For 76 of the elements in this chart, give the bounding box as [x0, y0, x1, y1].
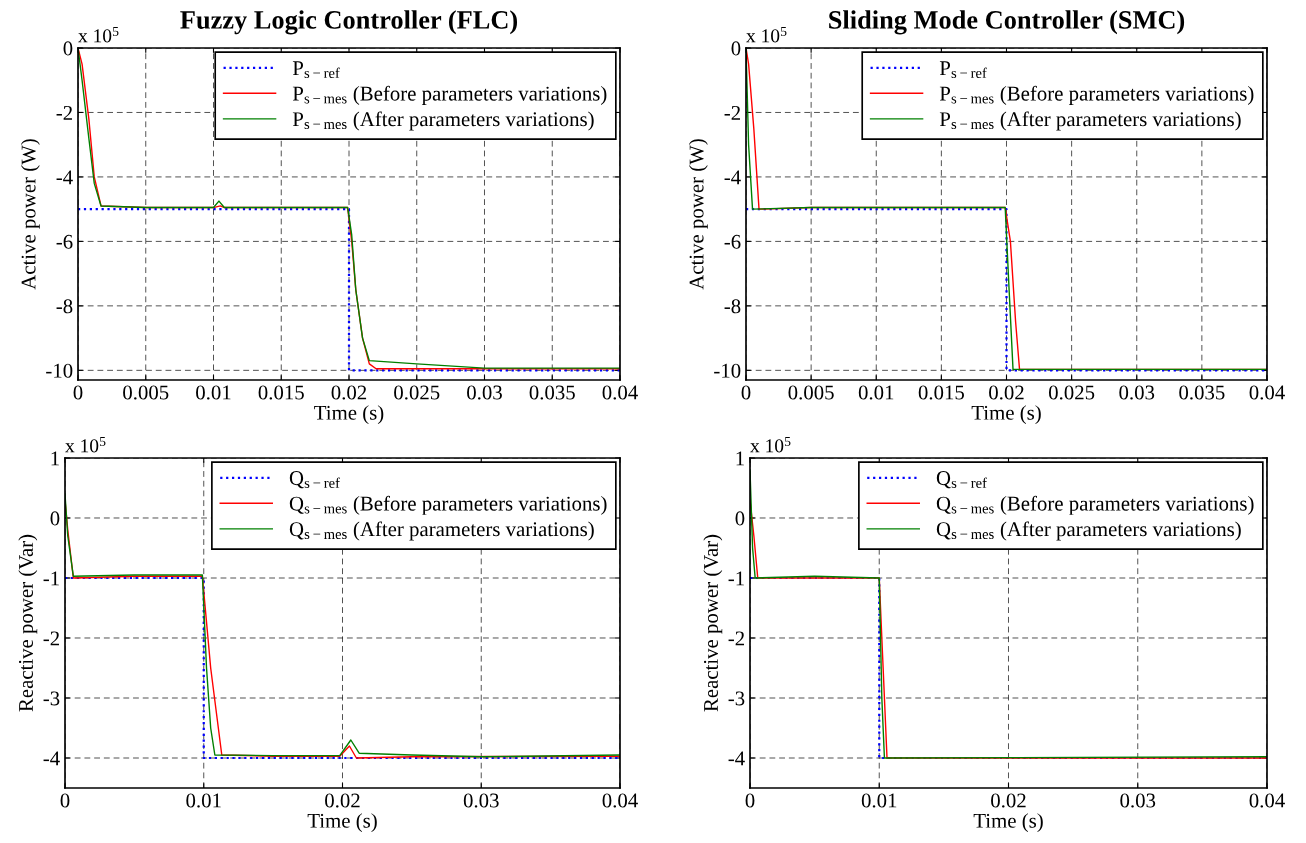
y-tick-label: 0 — [735, 511, 745, 526]
y-tick-label: -4 — [43, 751, 60, 766]
x-tick-label: 0.005 — [123, 385, 169, 400]
x-tick-label: 0.04 — [1249, 385, 1285, 400]
y-tick-label: -1 — [43, 571, 59, 586]
legend-label: Q$_{s−mes}$ (Before parameters variations) — [289, 495, 607, 515]
y-tick-label: 1 — [51, 451, 59, 466]
x-tick-label: 0.02 — [989, 385, 1024, 400]
x-axis-title: Time (s) — [314, 405, 384, 425]
y-tick-label: 0 — [50, 511, 60, 526]
y-axis-title: Reactive power (Var) — [18, 534, 38, 712]
x-axis-title: Time (s) — [307, 813, 377, 833]
legend-label: P$_{s−mes}$ (After parameters variations) — [292, 111, 594, 131]
x-tick-label: 0.03 — [463, 793, 499, 808]
x-tick-label: 0.03 — [1120, 793, 1156, 808]
text: x 10$^{5}$ — [746, 27, 787, 43]
chart-title: Fuzzy Logic Controller (FLC) — [180, 10, 518, 35]
y-tick-label: -2 — [43, 631, 59, 646]
legend-label: Q$_{s−ref}$ — [936, 471, 987, 489]
y-tick-label: -2 — [724, 105, 740, 120]
y-tick-label: -3 — [728, 691, 745, 706]
y-tick-label: -2 — [728, 631, 744, 646]
legend-label: P$_{s−mes}$ (Before parameters variations) — [939, 85, 1254, 105]
x-tick-label: 0.02 — [331, 385, 367, 400]
y-tick-label: -8 — [724, 299, 741, 314]
y-tick-label: 0 — [63, 41, 73, 56]
legend-label: Q$_{s−ref}$ — [289, 471, 340, 489]
x-tick-label: 0.015 — [258, 385, 304, 400]
y-axis-title: Active power (W) — [20, 139, 40, 290]
legend-label: P$_{s−ref}$ — [939, 61, 987, 78]
text: x 10$^{5}$ — [750, 437, 791, 453]
chart-title: Sliding Mode Controller (SMC) — [829, 10, 1185, 35]
legend-label: Q$_{s−mes}$ (Before parameters variations) — [936, 495, 1254, 515]
x-tick-label: 0.04 — [602, 385, 638, 400]
x-tick-label: 0.035 — [529, 385, 575, 400]
x-tick-label: 0.01 — [196, 385, 231, 400]
x-tick-label: 0.03 — [467, 385, 502, 400]
x-tick-label: 0.005 — [788, 385, 834, 400]
x-tick-label: 0 — [745, 793, 755, 808]
x-tick-label: 0.035 — [1179, 385, 1225, 400]
y-tick-label: -4 — [728, 751, 745, 766]
y-tick-label: -6 — [724, 234, 741, 249]
y-tick-label: -2 — [56, 105, 72, 120]
legend-label: P$_{s−mes}$ (After parameters variations) — [939, 111, 1241, 131]
x-tick-label: 0.01 — [858, 385, 894, 400]
x-tick-label: 0.02 — [991, 793, 1026, 808]
y-tick-label: -4 — [56, 170, 73, 185]
x-tick-label: 0.04 — [1249, 793, 1285, 808]
x-tick-label: 0.04 — [602, 793, 638, 808]
y-tick-label: -1 — [728, 571, 744, 586]
x-axis-title: Time (s) — [973, 813, 1043, 833]
y-tick-label: -6 — [56, 234, 73, 249]
y-tick-label: -3 — [43, 691, 60, 706]
y-axis-title: Reactive power (Var) — [703, 534, 723, 712]
y-tick-label: 1 — [736, 451, 744, 466]
y-tick-label: -10 — [714, 363, 741, 378]
x-tick-label: 0.025 — [394, 385, 440, 400]
x-tick-label: 0.01 — [186, 793, 221, 808]
legend-label: P$_{s−ref}$ — [292, 61, 340, 78]
x-tick-label: 0.03 — [1119, 385, 1155, 400]
y-axis-title: Active power (W) — [688, 139, 708, 290]
x-tick-label: 0 — [73, 385, 83, 400]
x-tick-label: 0.02 — [325, 793, 360, 808]
legend-label: Q$_{s−mes}$ (After parameters variations) — [289, 521, 594, 541]
y-tick-label: -10 — [46, 363, 73, 378]
x-tick-label: 0.015 — [918, 385, 964, 400]
legend-label: Q$_{s−mes}$ (After parameters variations) — [936, 521, 1241, 541]
y-tick-label: -8 — [56, 299, 73, 314]
x-tick-label: 0.025 — [1048, 385, 1095, 400]
y-tick-label: -4 — [724, 170, 741, 185]
y-tick-label: 0 — [731, 41, 741, 56]
legend-label: P$_{s−mes}$ (Before parameters variations) — [292, 85, 607, 105]
x-tick-label: 0.01 — [861, 793, 897, 808]
text: x 10$^{5}$ — [65, 437, 106, 453]
text: x 10$^{5}$ — [78, 27, 119, 43]
x-axis-title: Time (s) — [971, 405, 1041, 425]
